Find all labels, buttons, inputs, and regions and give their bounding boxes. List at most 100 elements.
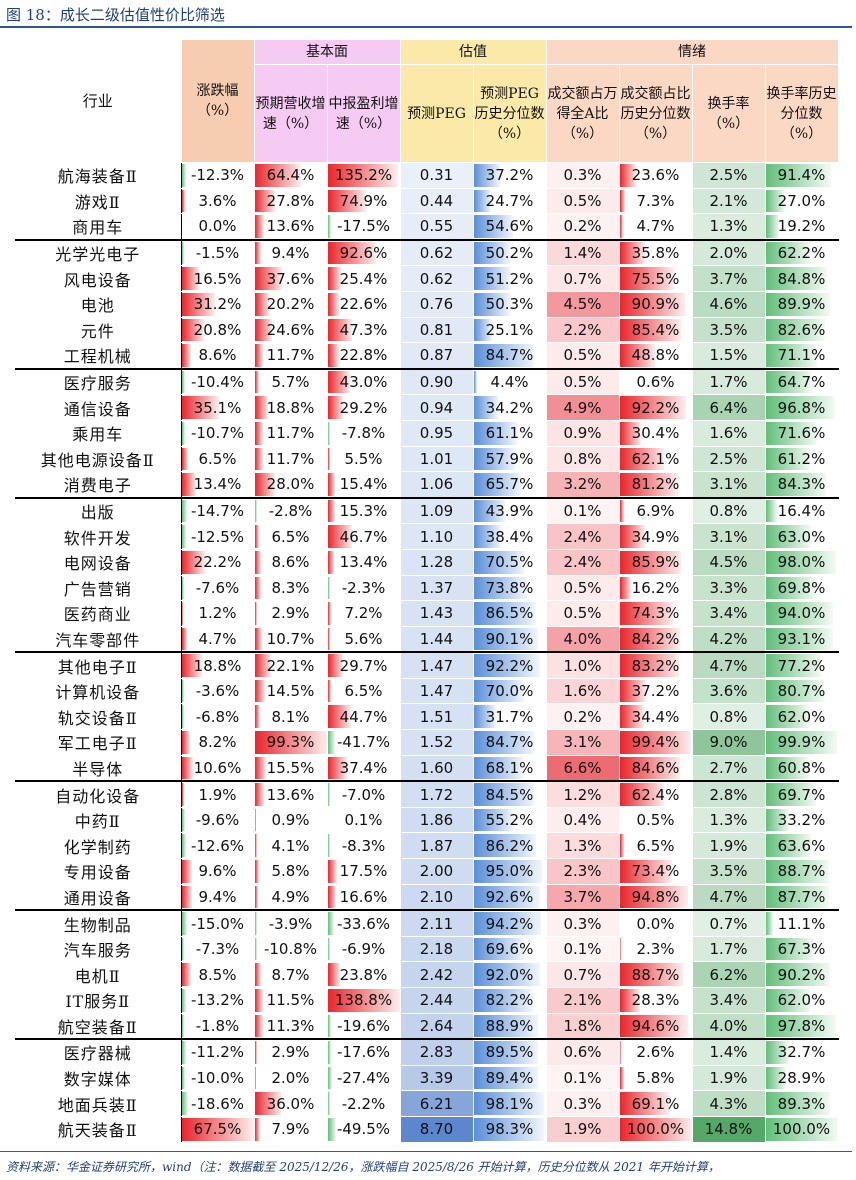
cell-change: 13.4% bbox=[181, 471, 255, 499]
cell-peg-percentile: 65.7% bbox=[473, 471, 547, 499]
data-bar bbox=[327, 885, 337, 909]
cell-turnover-rate: 0.8% bbox=[692, 703, 766, 731]
cell-turnover-share: 6.6% bbox=[546, 755, 620, 783]
cell-profit-growth: 0.1% bbox=[327, 807, 401, 834]
data-bar bbox=[473, 860, 542, 883]
cell-industry: 航天装备Ⅱ bbox=[15, 1116, 182, 1143]
data-bar bbox=[473, 1014, 538, 1038]
table-row: 电池 31.2% 20.2% 22.6% 0.76 50.3% 4.5% 90.9% 4.6% 8… bbox=[15, 291, 839, 318]
cell-industry: 医疗服务 bbox=[15, 368, 182, 396]
cell-revenue-growth: 15.5% bbox=[254, 755, 328, 783]
data-bar bbox=[619, 421, 642, 445]
cell-turnover-rate-percentile: 69.8% bbox=[765, 575, 839, 602]
cell-profit-growth: -33.6% bbox=[327, 910, 401, 937]
bottom-rule bbox=[0, 1151, 852, 1152]
cell-turnover-share-percentile: 83.2% bbox=[619, 652, 693, 679]
table-row: 航海装备Ⅱ -12.3% 64.4% 135.2% 0.31 37.2% 0.3% 23.6%… bbox=[15, 162, 839, 189]
cell-turnover-share-percentile: 6.9% bbox=[619, 497, 693, 525]
cell-turnover-share: 0.5% bbox=[546, 342, 620, 370]
cell-turnover-rate-percentile: 82.6% bbox=[765, 317, 839, 344]
cell-turnover-share-percentile: 81.2% bbox=[619, 471, 693, 499]
data-bar bbox=[254, 267, 282, 290]
cell-peg-percentile: 88.9% bbox=[473, 1013, 547, 1041]
cell-profit-growth: 46.7% bbox=[327, 523, 401, 550]
header-peg: 预测PEG bbox=[399, 64, 474, 163]
cell-turnover-share: 0.2% bbox=[546, 703, 620, 731]
table-row: 消费电子 13.4% 28.0% 15.4% 1.06 65.7% 3.2% 81.2% 3.1… bbox=[15, 471, 839, 499]
cell-profit-growth: 7.2% bbox=[327, 600, 401, 627]
cell-industry: 商用车 bbox=[15, 213, 182, 241]
cell-change: -10.4% bbox=[181, 368, 255, 396]
cell-peg: 1.87 bbox=[400, 832, 474, 860]
data-bar bbox=[327, 602, 332, 625]
data-bar bbox=[619, 499, 625, 523]
cell-turnover-share-percentile: 69.1% bbox=[619, 1090, 693, 1117]
cell-turnover-rate-percentile: 19.2% bbox=[765, 213, 839, 241]
cell-change: -18.6% bbox=[181, 1090, 255, 1117]
cell-change: -11.2% bbox=[181, 1039, 255, 1066]
cell-turnover-share: 0.4% bbox=[546, 807, 620, 834]
cell-industry: 游戏Ⅱ bbox=[15, 188, 182, 215]
cell-turnover-share-percentile: 7.3% bbox=[619, 188, 693, 215]
cell-turnover-share: 3.1% bbox=[546, 729, 620, 756]
data-bar bbox=[181, 447, 189, 471]
data-bar bbox=[254, 885, 259, 909]
cell-turnover-share-percentile: 99.4% bbox=[619, 729, 693, 756]
cell-turnover-rate: 1.7% bbox=[692, 368, 766, 396]
data-bar bbox=[181, 499, 187, 523]
data-bar bbox=[181, 783, 184, 806]
cell-peg-percentile: 92.2% bbox=[473, 652, 547, 679]
cell-industry: 半导体 bbox=[15, 755, 182, 783]
cell-peg-percentile: 90.1% bbox=[473, 626, 547, 654]
title-rule bbox=[0, 26, 852, 28]
cell-turnover-share: 1.6% bbox=[546, 678, 620, 705]
data-bar bbox=[473, 292, 510, 316]
data-bar bbox=[327, 267, 341, 290]
data-bar bbox=[765, 963, 831, 986]
cell-change: -15.0% bbox=[181, 910, 255, 937]
cell-industry: 工程机械 bbox=[15, 342, 182, 370]
cell-peg-percentile: 4.4% bbox=[473, 368, 547, 396]
data-bar bbox=[765, 602, 834, 625]
cell-peg-percentile: 61.1% bbox=[473, 420, 547, 447]
data-bar bbox=[619, 164, 637, 187]
data-bar bbox=[327, 834, 331, 858]
table-row: 汽车零部件 4.7% 10.7% 5.6% 1.44 90.1% 4.0% 84.2% 4.2%… bbox=[15, 626, 839, 654]
cell-turnover-rate: 3.5% bbox=[692, 317, 766, 344]
cell-peg-percentile: 98.3% bbox=[473, 1116, 547, 1143]
data-bar bbox=[181, 912, 188, 935]
data-bar bbox=[181, 1117, 253, 1141]
valuation-table: 行业 涨跌幅（%） 基本面 估值 情绪 预期营收增速（%） 中报盈利增速（%） … bbox=[15, 39, 839, 1143]
data-bar bbox=[473, 989, 533, 1012]
cell-revenue-growth: 14.5% bbox=[254, 678, 328, 705]
data-bar bbox=[254, 344, 263, 367]
data-bar bbox=[765, 885, 829, 909]
cell-revenue-growth: 11.7% bbox=[254, 342, 328, 370]
cell-turnover-share: 2.2% bbox=[546, 317, 620, 344]
cell-turnover-rate-percentile: 11.1% bbox=[765, 910, 839, 937]
cell-turnover-share: 0.3% bbox=[546, 910, 620, 937]
table-row: 广告营销 -7.6% 8.3% -2.3% 1.37 73.8% 0.5% 16.2% 3.3%… bbox=[15, 575, 839, 602]
data-bar bbox=[254, 421, 263, 445]
data-bar bbox=[181, 525, 187, 548]
data-bar bbox=[473, 370, 477, 394]
cell-peg: 0.94 bbox=[400, 394, 474, 421]
cell-turnover-rate: 2.1% bbox=[692, 188, 766, 215]
cell-profit-growth: 44.7% bbox=[327, 703, 401, 731]
data-bar bbox=[254, 912, 258, 935]
cell-turnover-share-percentile: 34.9% bbox=[619, 523, 693, 550]
data-bar bbox=[765, 370, 813, 394]
data-bar bbox=[619, 1092, 670, 1115]
table-row: 光学光电子 -1.5% 9.4% 92.6% 0.62 50.2% 1.4% 35.8% 2.0… bbox=[15, 239, 839, 267]
data-bar bbox=[765, 215, 780, 238]
cell-industry: 通信设备 bbox=[15, 394, 182, 421]
data-bar bbox=[473, 499, 506, 523]
cell-turnover-rate-percentile: 33.2% bbox=[765, 807, 839, 834]
data-bar bbox=[181, 963, 191, 986]
cell-profit-growth: -6.9% bbox=[327, 936, 401, 963]
data-bar bbox=[181, 344, 191, 367]
table-row: 航空装备Ⅱ -1.8% 11.3% -19.6% 2.64 88.9% 1.8% 94.6% 4… bbox=[15, 1013, 839, 1041]
table-row: 轨交设备Ⅱ -6.8% 8.1% 44.7% 1.51 31.7% 0.2% 34.4% 0.8… bbox=[15, 703, 839, 731]
cell-peg: 2.10 bbox=[400, 884, 474, 912]
cell-peg: 1.37 bbox=[400, 575, 474, 602]
